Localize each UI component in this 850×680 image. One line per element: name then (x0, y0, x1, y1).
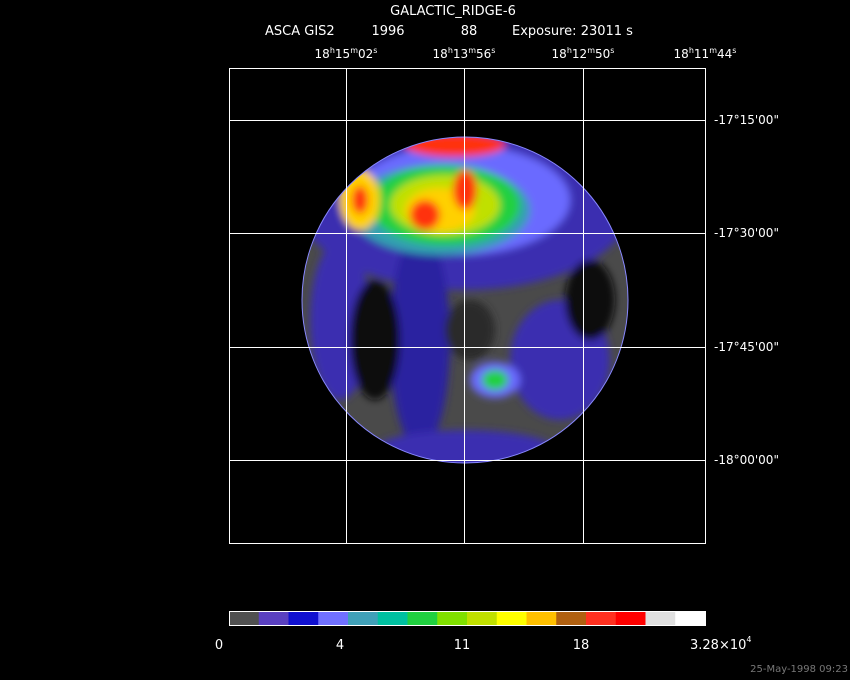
ra-labels: 18h15m02s 18h13m56s 18h12m50s 18h11m44s (315, 46, 737, 61)
ra-value: 12 (572, 47, 587, 61)
colorbar (229, 611, 706, 626)
ra-unit: h (330, 46, 335, 55)
colorbar-swatch (348, 611, 379, 625)
dec-label: -17°45'00" (714, 340, 779, 354)
ra-unit: s (610, 46, 614, 55)
cbar-label: 0 (215, 638, 223, 653)
ra-value: 18 (674, 47, 689, 61)
colorbar-swatch (556, 611, 587, 625)
colorbar-swatch (496, 611, 527, 625)
cbar-label: 11 (454, 638, 471, 653)
colorbar-swatch (407, 611, 438, 625)
ra-value: 44 (717, 47, 732, 61)
mantissa: 3.28×10 (690, 638, 746, 653)
ra-value: 56 (476, 47, 491, 61)
ra-unit: s (732, 46, 736, 55)
ra-value: 18 (315, 47, 330, 61)
ra-unit: s (373, 46, 377, 55)
colorbar-swatch (377, 611, 408, 625)
colorbar-swatch (675, 611, 706, 625)
colorbar-swatch (288, 611, 319, 625)
colorbar-frame (229, 611, 706, 626)
ra-value: 11 (694, 47, 709, 61)
year: 1996 (371, 24, 404, 39)
ra-unit: m (587, 46, 595, 55)
ra-unit: h (448, 46, 453, 55)
ra-value: 13 (453, 47, 468, 61)
image (302, 137, 628, 463)
colorbar-swatch (467, 611, 498, 625)
dec-label: -17°30'00" (714, 226, 779, 240)
colorbar-swatch (645, 611, 676, 625)
ra-label: 18h15m02s (315, 46, 378, 61)
frame (229, 68, 706, 544)
title: GALACTIC_RIDGE-6 (390, 4, 516, 19)
ra-value: 15 (335, 47, 350, 61)
ra-label: 18h11m44s (674, 46, 737, 61)
ra-label: 18h13m56s (433, 46, 496, 61)
colorbar-swatch (526, 611, 557, 625)
ra-unit: m (350, 46, 358, 55)
dec-label: -17°15'00" (714, 113, 779, 127)
colorbar-swatch (437, 611, 468, 625)
grid (229, 68, 706, 544)
colorbar-swatch (229, 611, 260, 625)
dec-labels: -17°15'00" -17°30'00" -17°45'00" -18°00'00" (714, 113, 779, 467)
cbar-label: 4 (336, 638, 344, 653)
timestamp: 25-May-1998 09:23 (750, 664, 848, 675)
ra-value: 02 (358, 47, 373, 61)
ra-value: 50 (595, 47, 610, 61)
ra-unit: h (567, 46, 572, 55)
ra-unit: m (468, 46, 476, 55)
ra-value: 18 (552, 47, 567, 61)
dec-label: -18°00'00" (714, 453, 779, 467)
ra-unit: h (689, 46, 694, 55)
ra-unit: s (491, 46, 495, 55)
instrument: ASCA GIS2 (265, 24, 335, 39)
colorbar-swatch (586, 611, 617, 625)
exponent: 4 (746, 635, 751, 644)
cbar-label: 18 (573, 638, 590, 653)
colorbar-swatch (258, 611, 289, 625)
colorbar-swatch (318, 611, 349, 625)
ra-label: 18h12m50s (552, 46, 615, 61)
number: 88 (461, 24, 478, 39)
exposure: Exposure: 23011 s (512, 24, 633, 39)
cbar-max: 3.28×104 (690, 635, 751, 653)
ra-value: 18 (433, 47, 448, 61)
colorbar-swatch (615, 611, 646, 625)
ra-unit: m (709, 46, 717, 55)
